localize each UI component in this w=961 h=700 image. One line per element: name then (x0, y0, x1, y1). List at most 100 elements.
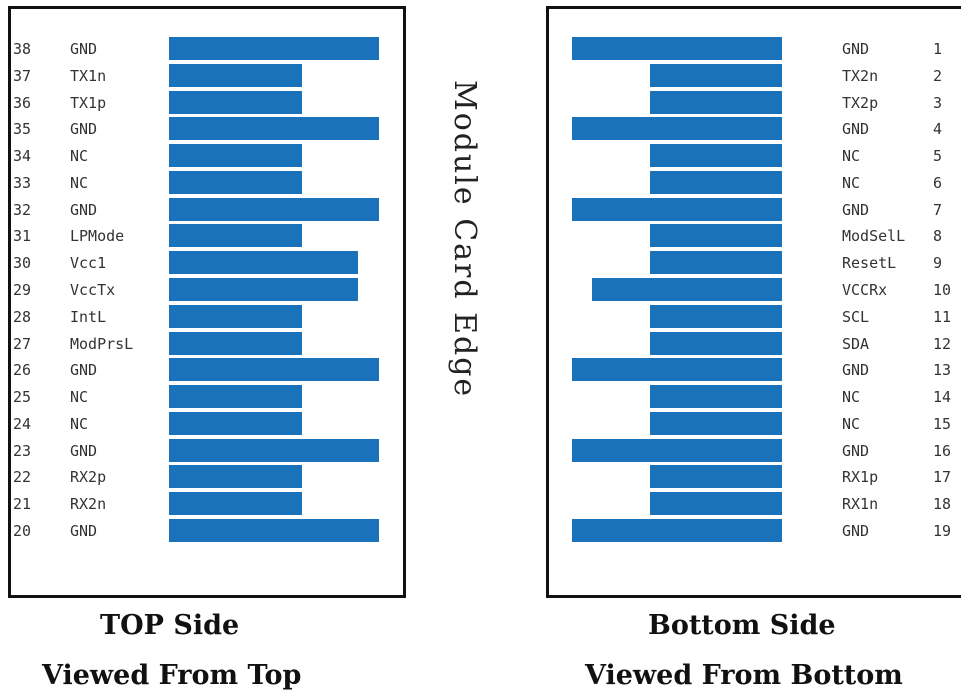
contact-pad (572, 117, 782, 141)
pin-row: 8 ModSelL (549, 224, 961, 250)
pin-label: GND (842, 441, 870, 460)
pin-row: 30 Vcc1 (11, 251, 403, 277)
pin-row: 33 NC (11, 170, 403, 197)
pin-label: GND (70, 361, 98, 380)
pin-number: 4 (933, 120, 943, 139)
pin-row: 19 GND (549, 519, 961, 545)
pin-number: 2 (933, 66, 943, 85)
pin-number: 5 (933, 147, 943, 166)
pin-number: 16 (933, 441, 952, 460)
pin-row: 21 RX2n (11, 492, 403, 518)
contact-pad (169, 63, 302, 87)
pin-number: 7 (933, 200, 943, 219)
pin-number: 29 (13, 281, 32, 300)
contact-pad (169, 170, 302, 194)
contact-pad (650, 385, 782, 409)
bottom-side-panel: 1 GND 2 TX2n 3 TX2p 4 GND 5 NC 6 NC 7 GND 8 ModSelL 9 Res… (546, 6, 961, 598)
pin-label: SDA (842, 334, 870, 353)
pin-label: VCCRx (842, 281, 888, 300)
pin-row: 7 GND (549, 197, 961, 224)
pin-row: 4 GND (549, 117, 961, 143)
pin-row: 32 GND (11, 197, 403, 224)
pin-label: NC (70, 414, 89, 433)
contact-pad (572, 519, 782, 543)
pin-row: 5 NC (549, 144, 961, 170)
pin-number: 6 (933, 173, 943, 192)
pin-row: 24 NC (11, 411, 403, 438)
contact-pad (572, 438, 782, 462)
top-side-panel: 38 GND 37 TX1n 36 TX1p 35 GND 34 NC 33 NC 32 GND 31 LPM… (8, 6, 406, 598)
pin-row: 12 SDA (549, 331, 961, 358)
pin-number: 20 (13, 522, 32, 541)
pin-label: GND (842, 40, 870, 58)
pin-row: 25 NC (11, 385, 403, 411)
contact-pad (169, 519, 379, 543)
pin-number: 22 (13, 468, 32, 487)
pin-row: 14 NC (549, 385, 961, 411)
contact-pad (169, 90, 302, 114)
pin-label: VccTx (70, 281, 116, 300)
pin-row: 9 ResetL (549, 251, 961, 277)
contact-pad (650, 411, 782, 435)
pin-row: 17 RX1p (549, 465, 961, 491)
pin-number: 35 (13, 120, 32, 139)
bottom-side-caption: Bottom Side (648, 610, 836, 641)
pin-number: 23 (13, 441, 32, 460)
pin-number: 18 (933, 495, 952, 514)
contact-pad (169, 465, 302, 489)
pin-row: 20 GND (11, 519, 403, 545)
pin-number: 10 (933, 281, 952, 300)
pin-number: 33 (13, 173, 32, 192)
contact-pad (650, 170, 782, 194)
pin-label: GND (70, 522, 98, 541)
pin-number: 25 (13, 388, 32, 407)
module-card-edge-title: Module Card Edge (447, 80, 482, 399)
contact-pad (169, 117, 379, 141)
contact-pad (169, 278, 358, 302)
pin-label: TX1n (70, 66, 107, 85)
contact-pad (572, 37, 782, 60)
pin-row: 23 GND (11, 438, 403, 465)
pin-row: 16 GND (549, 438, 961, 465)
contact-pad (169, 438, 379, 462)
pin-number: 36 (13, 93, 32, 112)
pin-number: 9 (933, 254, 943, 273)
pin-label: IntL (70, 307, 107, 326)
top-side-caption: TOP Side (100, 610, 240, 641)
pin-number: 13 (933, 361, 952, 380)
contact-pad (650, 63, 782, 87)
contact-pad (650, 492, 782, 516)
pin-number: 17 (933, 468, 952, 487)
pin-label: TX1p (70, 93, 107, 112)
pin-label: GND (842, 200, 870, 219)
contact-pad (592, 278, 782, 302)
pin-label: GND (70, 200, 98, 219)
pin-number: 8 (933, 227, 943, 246)
pin-label: NC (842, 147, 861, 166)
pin-row: 22 RX2p (11, 465, 403, 491)
pin-label: GND (842, 522, 870, 541)
pin-row: 34 NC (11, 144, 403, 170)
contact-pad (169, 304, 302, 328)
pin-label: ModSelL (842, 227, 906, 246)
pin-row: 10 VCCRx (549, 278, 961, 304)
pin-number: 31 (13, 227, 32, 246)
contact-pad (650, 304, 782, 328)
pin-label: GND (70, 120, 98, 139)
pin-number: 12 (933, 334, 952, 353)
pin-number: 27 (13, 334, 32, 353)
pin-row: 38 GND (11, 37, 403, 63)
pin-row: 2 TX2n (549, 63, 961, 90)
contact-pad (169, 411, 302, 435)
contact-pad (169, 144, 302, 168)
pin-row: 11 SCL (549, 304, 961, 331)
pin-label: GND (70, 40, 98, 58)
pin-number: 37 (13, 66, 32, 85)
pin-label: RX1p (842, 468, 879, 487)
pin-label: NC (842, 388, 861, 407)
pin-number: 14 (933, 388, 952, 407)
pin-row: 29 VccTx (11, 278, 403, 304)
pin-row: 1 GND (549, 37, 961, 63)
contact-pad (650, 465, 782, 489)
contact-pad (650, 224, 782, 248)
